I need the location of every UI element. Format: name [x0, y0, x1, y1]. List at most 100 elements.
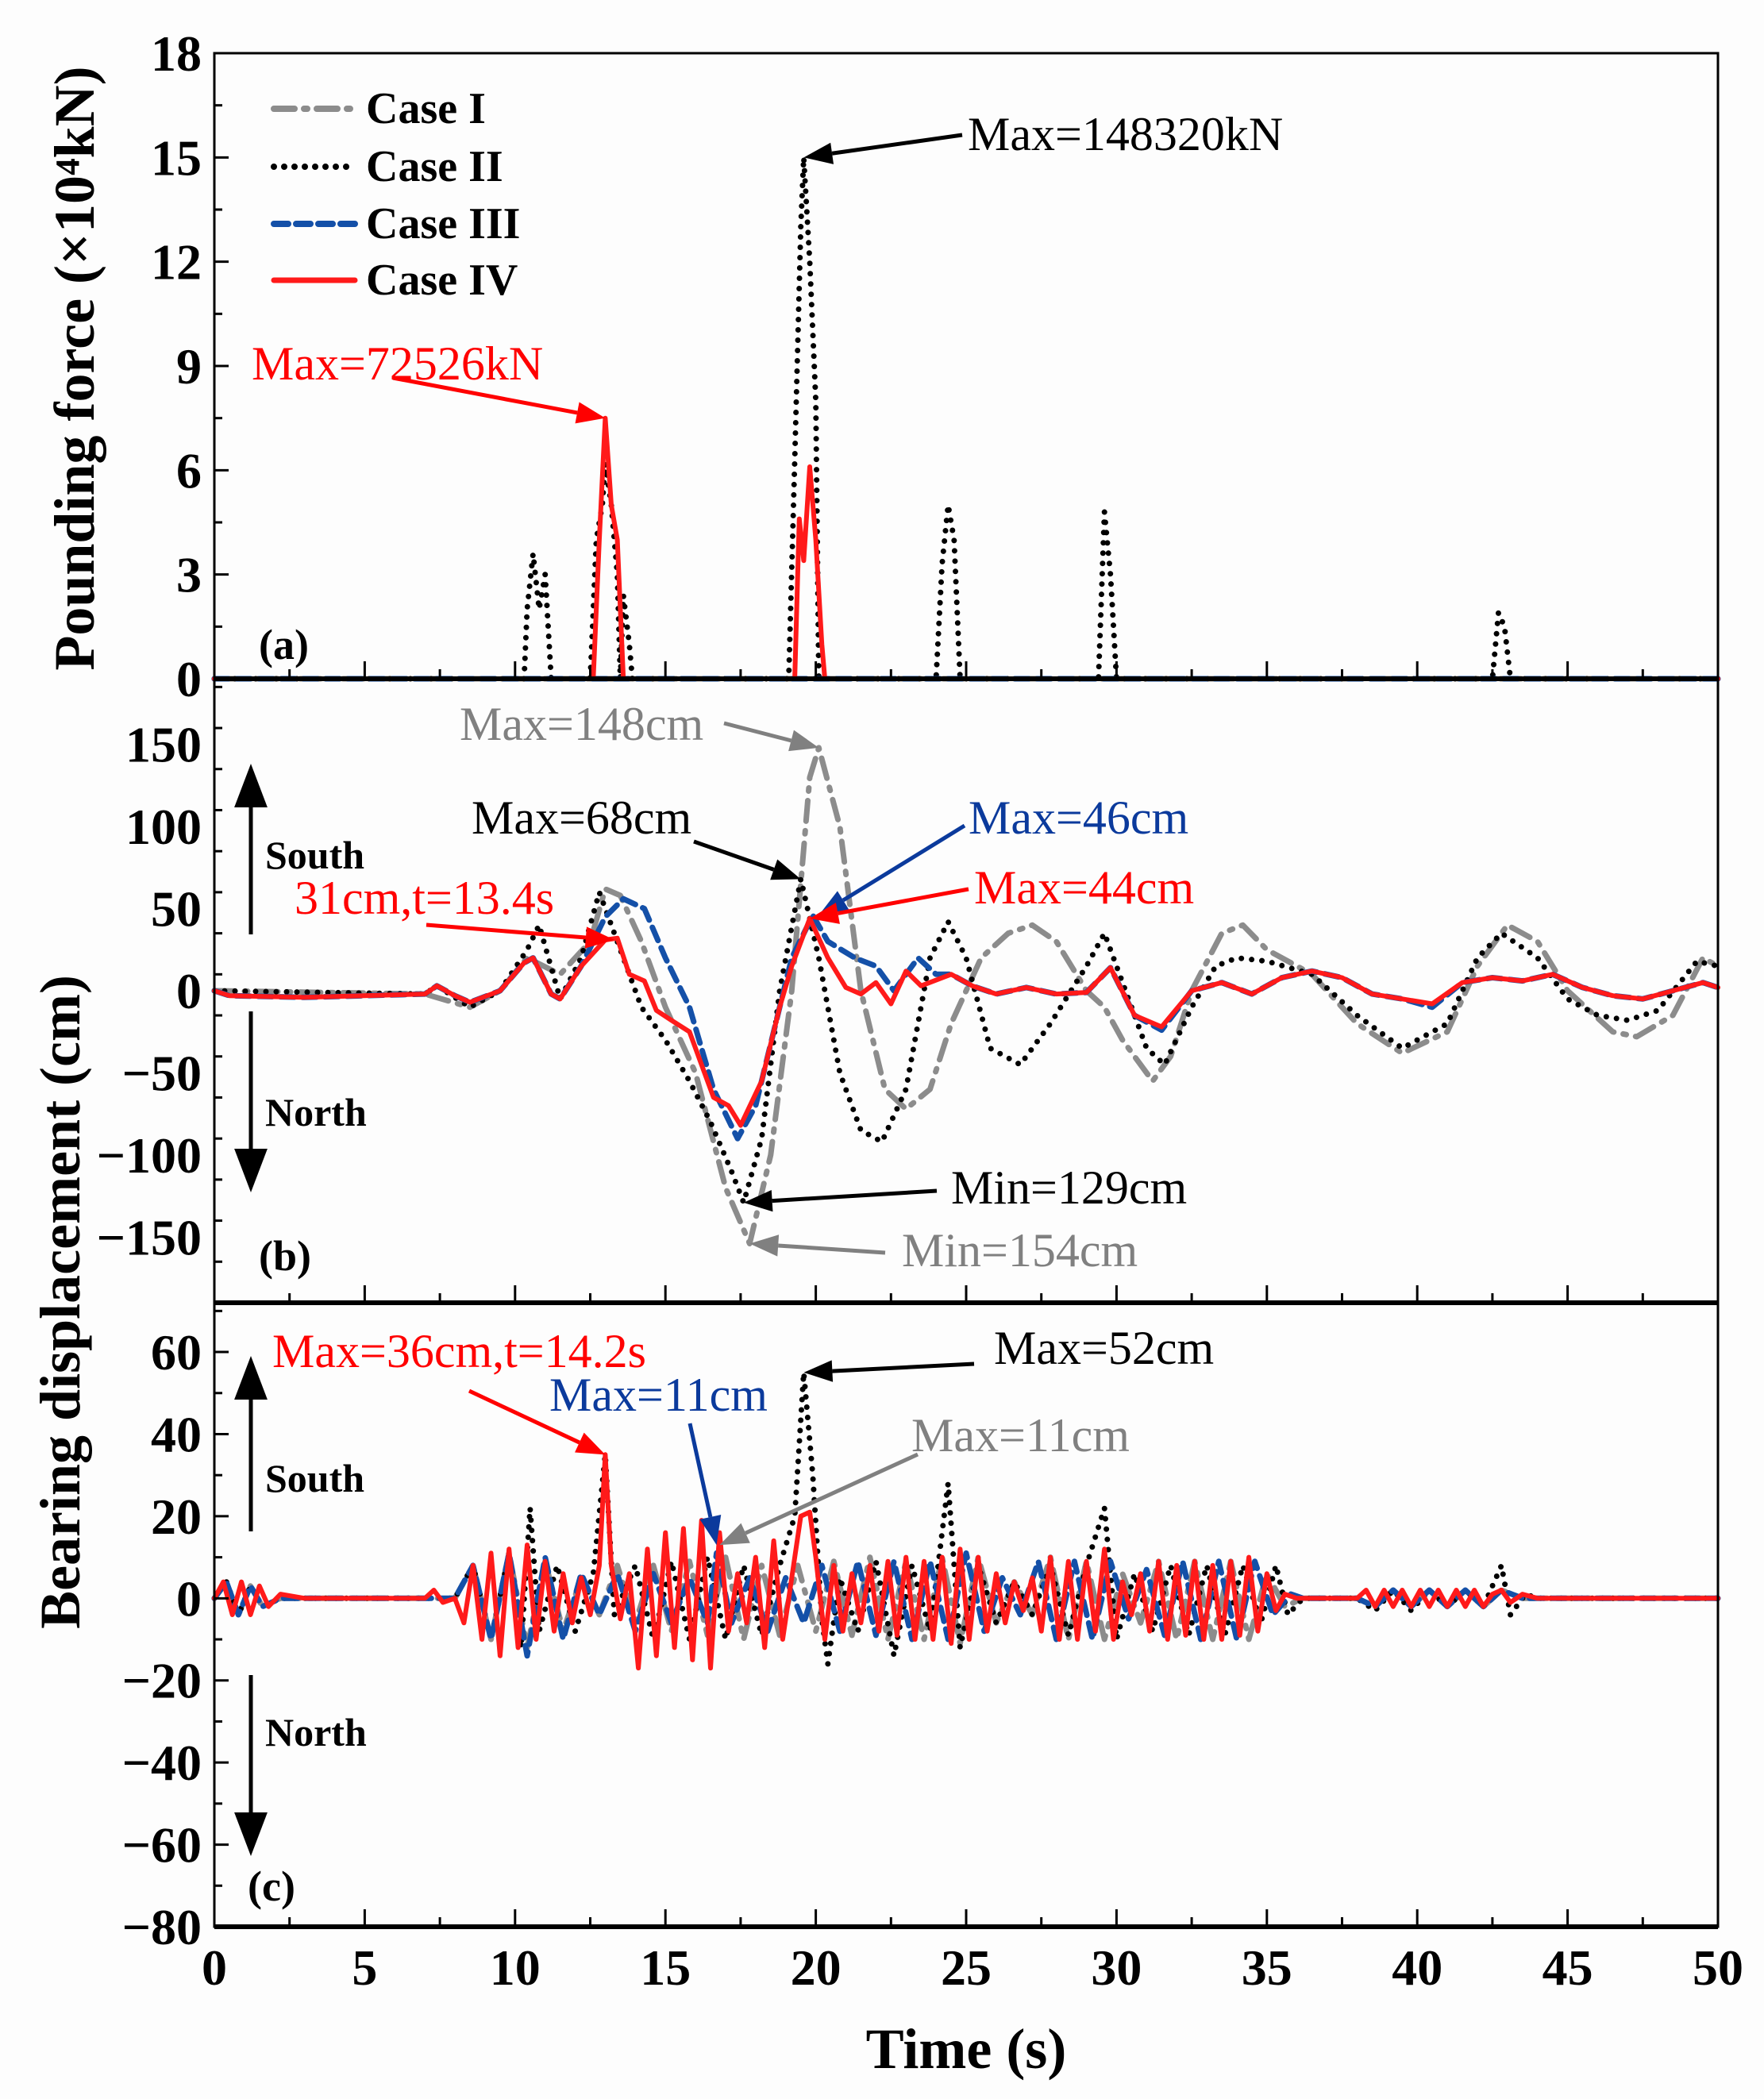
arrowhead-icon [575, 1432, 606, 1455]
annotation-arrow [426, 922, 614, 949]
y-tick-label: −60 [122, 1817, 202, 1874]
y-tick-label: −20 [122, 1653, 202, 1709]
annotation-arrow [719, 1452, 919, 1546]
annotation-arrow [803, 1360, 975, 1382]
y-tick-label: 0 [176, 651, 202, 707]
arrowhead-icon [234, 1149, 268, 1192]
axes-layer [213, 52, 1720, 1929]
annotation-arrow [723, 721, 819, 752]
y-tick-label: −40 [122, 1735, 202, 1791]
arrowhead-icon [234, 1812, 268, 1856]
x-tick-label: 15 [640, 1939, 691, 1996]
annotation-label: 31cm,t=13.4s [295, 872, 554, 924]
y-tick-label: 40 [151, 1406, 202, 1462]
annotation-arrow [392, 376, 606, 424]
arrowhead-icon [803, 142, 834, 164]
arrowhead-icon [699, 1514, 722, 1546]
panel-label: (a) [259, 621, 309, 668]
arrow-shaft [723, 721, 792, 743]
arrow-shaft [426, 922, 587, 940]
annotation-label: Max=68cm [472, 791, 691, 844]
annotation-label: Max=148320kN [968, 108, 1283, 160]
series-case-iv-line [212, 1452, 1720, 1671]
y-tick-label: 18 [151, 25, 202, 82]
annotation-label: Max=11cm [911, 1409, 1130, 1462]
y-tick-label: 3 [176, 547, 202, 603]
x-tick-label: 5 [352, 1939, 377, 1996]
series-case-ii-line [211, 876, 1721, 1206]
text-layer: 0369121518−150−100−50050100150−80−60−40−… [29, 25, 1743, 2081]
legend-entry: Case IV [366, 256, 518, 305]
x-axis-title: Time (s) [866, 2017, 1067, 2081]
arrow-shaft [831, 133, 963, 156]
annotation-arrow [803, 133, 963, 164]
y-tick-label: −50 [122, 1045, 202, 1101]
annotation-label: Max=11cm [549, 1369, 768, 1421]
arrow-shaft [687, 1423, 713, 1518]
arrowhead-icon [810, 902, 840, 924]
y-tick-label: −150 [97, 1209, 202, 1265]
direction-label-south: South [265, 1456, 364, 1500]
y-tick-label: 0 [176, 963, 202, 1019]
annotation-arrow [468, 1388, 606, 1455]
arrow-shaft [832, 1361, 975, 1373]
y-axis-title-bearing-displacement: Bearing displacement (cm) [29, 975, 92, 1629]
annotation-arrow [743, 1188, 938, 1212]
y-tick-label: 6 [176, 442, 202, 499]
arrowhead-icon [770, 859, 801, 880]
panel-label: (b) [259, 1232, 311, 1280]
y-tick-label: −80 [122, 1899, 202, 1955]
south-direction-arrow [234, 1356, 268, 1531]
annotation-label: Max=44cm [974, 861, 1194, 914]
arrow-shaft [772, 1188, 938, 1204]
arrowhead-icon [584, 926, 614, 949]
annotation-arrow [749, 1234, 886, 1257]
annotation-arrow [693, 839, 801, 880]
annotation-label: Max=148cm [460, 698, 703, 750]
x-tick-label: 45 [1543, 1939, 1593, 1996]
arrowhead-icon [234, 1356, 268, 1400]
x-tick-label: 40 [1392, 1939, 1442, 1996]
annotation-arrow [687, 1423, 722, 1546]
y-tick-label: 100 [125, 799, 202, 855]
y-tick-label: 0 [176, 1570, 202, 1627]
arrow-shaft [392, 376, 578, 415]
arrowhead-icon [234, 764, 268, 807]
arrowhead-icon [749, 1234, 780, 1257]
direction-label-north: North [265, 1710, 367, 1754]
x-tick-label: 50 [1693, 1939, 1743, 1996]
arrowhead-icon [788, 730, 819, 752]
annotation-arrow [810, 887, 969, 924]
arrowhead-icon [575, 402, 606, 424]
annotation-label: Min=129cm [951, 1161, 1187, 1214]
arrowhead-icon [803, 1360, 834, 1382]
y-tick-label: −100 [97, 1127, 202, 1184]
arrowhead-icon [743, 1189, 773, 1212]
y-tick-label: 9 [176, 338, 202, 395]
x-tick-label: 30 [1091, 1939, 1142, 1996]
y-tick-label: 50 [151, 881, 202, 938]
y-tick-label: 150 [125, 717, 202, 773]
x-tick-label: 35 [1242, 1939, 1292, 1996]
annotation-label: Min=154cm [902, 1224, 1138, 1277]
y-tick-label: 60 [151, 1324, 202, 1381]
annotation-label: Max=52cm [994, 1322, 1214, 1374]
legend-entry: Case III [366, 199, 520, 248]
arrow-shaft [842, 823, 966, 903]
arrow-shaft [778, 1243, 886, 1255]
annotation-label: Max=72526kN [252, 337, 543, 390]
annotation-label: Max=36cm,t=14.2s [272, 1325, 646, 1377]
x-tick-label: 20 [791, 1939, 842, 1996]
direction-label-north: North [265, 1090, 367, 1134]
north-direction-arrow [234, 1675, 268, 1856]
north-direction-arrow [234, 1011, 268, 1192]
arrow-shaft [745, 1452, 919, 1535]
legend-entry: Case II [366, 142, 503, 191]
x-tick-label: 10 [490, 1939, 541, 1996]
panel-label: (c) [248, 1862, 295, 1910]
arrow-shaft [468, 1388, 580, 1445]
legend-entry: Case I [366, 84, 486, 133]
series-case-iv-line [212, 916, 1720, 1128]
